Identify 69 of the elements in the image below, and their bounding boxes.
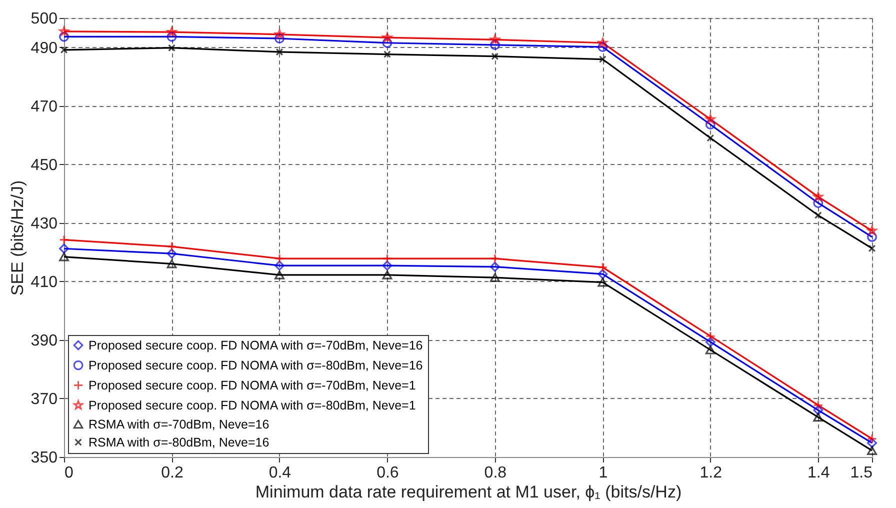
- point: [598, 278, 608, 287]
- point: [705, 120, 716, 130]
- point: [59, 244, 69, 254]
- y-tick-label: 450: [30, 156, 58, 174]
- point: [274, 34, 284, 44]
- y-tick-label: 350: [30, 450, 58, 466]
- point: [705, 337, 716, 347]
- y-axis-title: SEE (bits/Hz/J): [8, 180, 27, 296]
- x-tick-label: 1: [598, 464, 608, 482]
- point: [166, 27, 177, 36]
- point: [59, 252, 69, 262]
- x-axis-title: Minimum data rate requirement at M1 user, ϕ₁ (bits/s/Hz): [255, 482, 682, 502]
- point: [814, 212, 822, 219]
- y-tick-label: 430: [30, 215, 58, 232]
- x-tick-label: 1.5: [850, 464, 873, 482]
- point: [491, 52, 499, 60]
- point: [868, 244, 876, 252]
- point: [598, 269, 608, 280]
- x-tick-label: 0.8: [484, 464, 507, 482]
- point: [705, 345, 716, 354]
- point: [813, 412, 824, 422]
- point: [706, 134, 714, 142]
- point: [382, 270, 392, 280]
- legend-label: Proposed secure coop. FD NOMA with σ=-80dBm, Neve=16: [88, 358, 423, 372]
- legend-label: Proposed secure coop. FD NOMA with σ=-80dBm, Neve=1: [88, 398, 416, 412]
- point: [166, 259, 177, 268]
- legend-label: RSMA with σ=-80dBm, Neve=16: [88, 435, 270, 450]
- y-tick-label: 410: [30, 274, 58, 291]
- x-tick-label: 0: [64, 464, 74, 482]
- y-tick-label: 370: [30, 390, 58, 408]
- legend-label: Proposed secure coop. FD NOMA with σ=-70dBm, Neve=16: [88, 338, 423, 352]
- x-tick-label: 0.6: [376, 464, 399, 482]
- legend-label: RSMA with σ=-70dBm, Neve=16: [88, 417, 270, 432]
- y-tick-label: 390: [30, 332, 58, 350]
- x-tick-label: 1.2: [700, 464, 722, 482]
- point: [274, 29, 284, 39]
- point: [168, 44, 176, 52]
- point: [598, 56, 606, 63]
- point: [867, 446, 877, 455]
- point: [274, 260, 284, 271]
- point: [59, 26, 69, 36]
- point: [598, 42, 608, 52]
- y-tick-label: 470: [30, 98, 58, 116]
- point: [490, 34, 500, 44]
- point: [490, 40, 500, 50]
- point: [382, 260, 392, 271]
- y-tick-label: 490: [30, 40, 58, 57]
- point: [382, 38, 392, 48]
- point: [276, 48, 284, 56]
- legend-label: Proposed secure coop. FD NOMA with σ=-70dBm, Neve=1: [88, 378, 416, 392]
- point: [706, 114, 716, 124]
- point: [60, 46, 68, 54]
- y-tick-label: 500: [30, 10, 58, 28]
- point: [166, 32, 177, 42]
- point: [867, 226, 877, 235]
- point: [813, 192, 823, 202]
- point: [166, 248, 177, 259]
- point: [274, 270, 284, 280]
- point: [383, 50, 391, 58]
- point: [813, 405, 824, 416]
- point: [382, 32, 392, 42]
- point: [490, 262, 500, 272]
- point: [598, 38, 608, 48]
- point: [59, 32, 69, 42]
- x-tick-label: 0.4: [268, 464, 292, 482]
- x-tick-label: 0.2: [161, 464, 184, 482]
- point: [490, 273, 500, 282]
- point: [867, 438, 877, 448]
- x-tick-label: 1.4: [808, 464, 830, 482]
